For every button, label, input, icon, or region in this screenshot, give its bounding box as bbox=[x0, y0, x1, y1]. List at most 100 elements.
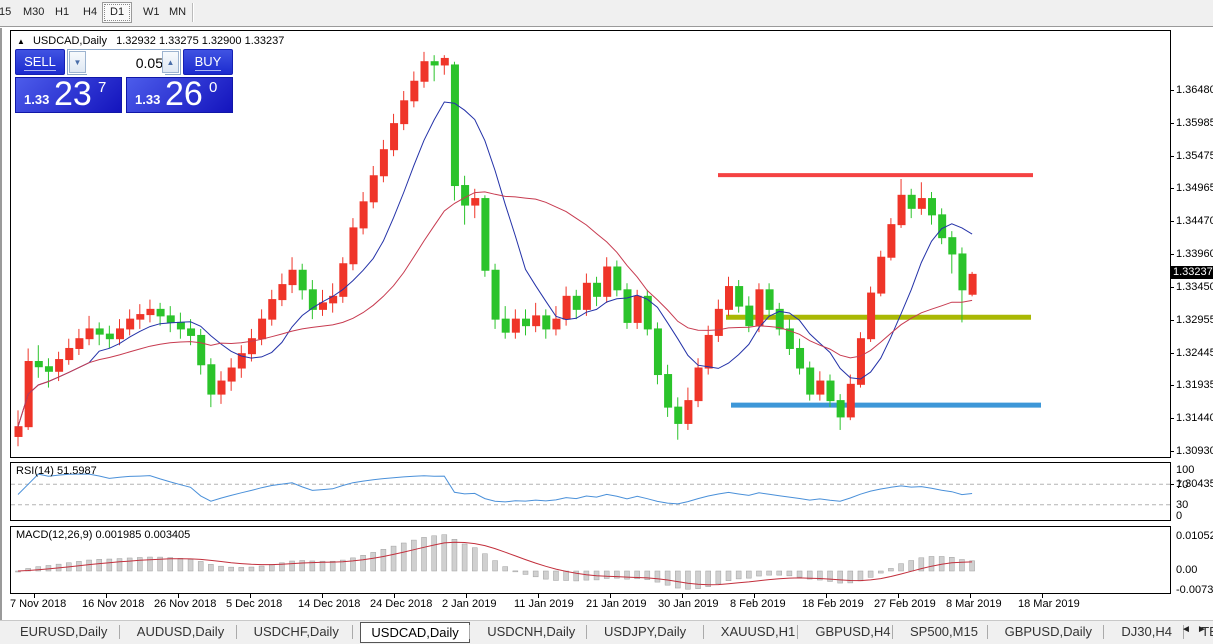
buy-price-prefix: 1.33 bbox=[135, 92, 161, 107]
macd-histogram-bar bbox=[319, 560, 326, 572]
symbol-tab-audusd-daily[interactable]: AUDUSD,Daily bbox=[136, 624, 225, 639]
rsi-axis: 100 70 30 0 bbox=[1171, 462, 1213, 522]
price-axis-label: 1.34965 bbox=[1176, 182, 1213, 195]
macd-histogram-bar bbox=[796, 570, 803, 578]
date-axis-tick bbox=[826, 594, 827, 598]
timeframe-button-m30[interactable]: M30 bbox=[23, 6, 45, 18]
candle bbox=[217, 380, 226, 395]
tab-scroll-left-icon[interactable]: ◄ bbox=[1181, 624, 1191, 635]
chart-title: ▲ USDCAD,Daily 1.32932 1.33275 1.32900 1… bbox=[17, 35, 284, 47]
candle bbox=[511, 318, 520, 333]
date-axis[interactable]: 7 Nov 2018 16 Nov 2018 26 Nov 2018 5 Dec 20… bbox=[10, 594, 1213, 618]
main-chart-panel[interactable]: ▲ USDCAD,Daily 1.32932 1.33275 1.32900 1… bbox=[10, 30, 1171, 458]
candle bbox=[968, 273, 977, 295]
macd-chart-canvas bbox=[15, 534, 975, 590]
price-axis[interactable]: 1.36480 1.35985 1.35475 1.34965 1.34470 1.339… bbox=[1171, 30, 1213, 490]
macd-axis-label: 0.00 bbox=[1176, 564, 1198, 576]
candle bbox=[633, 295, 642, 323]
candlestick-chart-canvas[interactable] bbox=[11, 31, 1170, 457]
rsi-axis-label: 0 bbox=[1176, 510, 1183, 522]
buy-button[interactable]: BUY bbox=[183, 49, 233, 75]
volume-decrease-button[interactable]: ▼ bbox=[69, 51, 86, 73]
price-axis-tick bbox=[1171, 254, 1174, 256]
date-axis-label: 14 Dec 2018 bbox=[298, 598, 361, 610]
macd-histogram-bar bbox=[725, 570, 732, 581]
date-axis-label: 18 Mar 2019 bbox=[1018, 598, 1080, 610]
candle bbox=[522, 318, 530, 327]
candle bbox=[501, 318, 510, 333]
macd-histogram-bar bbox=[705, 570, 711, 587]
candle bbox=[796, 347, 805, 369]
date-axis-tick bbox=[34, 594, 35, 598]
symbol-tab-usdchf-daily[interactable]: USDCHF,Daily bbox=[253, 624, 339, 639]
candle bbox=[735, 286, 744, 307]
macd-histogram-bar bbox=[817, 570, 823, 581]
macd-histogram-bar bbox=[675, 570, 681, 589]
rsi-chart-canvas bbox=[11, 473, 1170, 506]
timeframe-button-15[interactable]: 15 bbox=[0, 6, 12, 18]
timeframe-button-w1[interactable]: W1 bbox=[143, 6, 160, 18]
macd-histogram-bar bbox=[157, 556, 163, 572]
moving-average-line bbox=[17, 101, 973, 427]
macd-histogram-bar bbox=[847, 570, 854, 584]
tab-scroll-right-icon[interactable]: ► bbox=[1197, 624, 1207, 635]
timeframe-button-mn[interactable]: MN bbox=[169, 6, 187, 18]
price-axis-tick bbox=[1171, 286, 1174, 288]
symbol-tab-sp500-m15[interactable]: SP500,M15 bbox=[910, 624, 978, 639]
chart-workspace: ▲ USDCAD,Daily 1.32932 1.33275 1.32900 1… bbox=[0, 28, 1213, 620]
symbol-tab-tech100-h1[interactable]: TECH100,H1 bbox=[1201, 624, 1213, 639]
macd-histogram-bar bbox=[482, 553, 488, 572]
buy-price-panel[interactable]: 1.33 26 0 bbox=[126, 75, 233, 113]
rsi-indicator-panel[interactable]: RSI(14) 51.5987 bbox=[10, 462, 1171, 521]
macd-histogram-bar bbox=[776, 570, 782, 576]
symbol-tab-eurusd-daily[interactable]: EURUSD,Daily bbox=[20, 624, 108, 639]
date-axis-label: 5 Dec 2018 bbox=[226, 598, 283, 610]
sell-price-big: 23 bbox=[54, 75, 92, 113]
candle bbox=[450, 64, 459, 187]
macd-histogram-bar bbox=[329, 560, 336, 572]
tab-separator bbox=[986, 625, 988, 639]
symbol-tab-bar: EURUSD,Daily AUDUSD,Daily USDCHF,Daily USDC… bbox=[0, 620, 1213, 644]
symbol-tab-gbpusd-daily[interactable]: GBPUSD,Daily bbox=[1004, 624, 1093, 639]
tab-separator bbox=[797, 625, 799, 639]
timeframe-button-h4[interactable]: H4 bbox=[83, 6, 98, 18]
collapse-trading-widget-icon[interactable]: ▲ bbox=[17, 37, 25, 46]
date-axis-tick bbox=[394, 594, 395, 598]
macd-indicator-panel[interactable]: MACD(12,26,9) 0.001985 0.003405 bbox=[10, 526, 1171, 594]
timeframe-button-h1[interactable]: H1 bbox=[55, 6, 70, 18]
macd-histogram-bar bbox=[735, 570, 742, 580]
price-axis-label: 1.33960 bbox=[1176, 248, 1213, 261]
candle bbox=[55, 359, 64, 372]
candle bbox=[65, 347, 74, 361]
candle bbox=[928, 198, 936, 216]
sell-price-panel[interactable]: 1.33 23 7 bbox=[15, 75, 122, 113]
candle bbox=[755, 289, 764, 327]
symbol-tab-gbpusd-h4[interactable]: GBPUSD,H4 bbox=[815, 624, 891, 639]
macd-histogram-bar bbox=[167, 557, 173, 572]
macd-axis: 0.010525 0.00 -0.0073 bbox=[1171, 526, 1213, 596]
macd-signal-line bbox=[17, 541, 973, 586]
candle bbox=[714, 308, 723, 336]
candle bbox=[258, 318, 267, 340]
date-axis-tick bbox=[1042, 594, 1043, 598]
volume-input[interactable] bbox=[87, 51, 165, 75]
symbol-tab-xauusd-h1[interactable]: XAUUSD,H1 bbox=[720, 624, 796, 639]
symbol-tab-usdcad-daily[interactable]: USDCAD,Daily bbox=[360, 622, 470, 643]
rsi-axis-label: 70 bbox=[1176, 479, 1189, 491]
macd-histogram-bar bbox=[137, 557, 143, 572]
candle bbox=[481, 198, 490, 271]
candle bbox=[572, 295, 581, 310]
date-axis-tick bbox=[250, 594, 251, 598]
macd-histogram-bar bbox=[756, 570, 762, 577]
candle bbox=[156, 308, 165, 317]
sell-button[interactable]: SELL bbox=[15, 49, 65, 75]
timeframe-button-d1[interactable]: D1 bbox=[102, 2, 133, 23]
tab-separator bbox=[118, 625, 120, 639]
symbol-tab-usdjpy-daily[interactable]: USDJPY,Daily bbox=[604, 624, 687, 639]
symbol-tab-usdcnh-daily[interactable]: USDCNH,Daily bbox=[487, 624, 576, 639]
macd-histogram-bar bbox=[411, 539, 417, 572]
volume-increase-button[interactable]: ▲ bbox=[162, 51, 179, 73]
symbol-tab-dj30-h4[interactable]: DJ30,H4 bbox=[1121, 624, 1172, 639]
macd-histogram-bar bbox=[664, 570, 671, 586]
